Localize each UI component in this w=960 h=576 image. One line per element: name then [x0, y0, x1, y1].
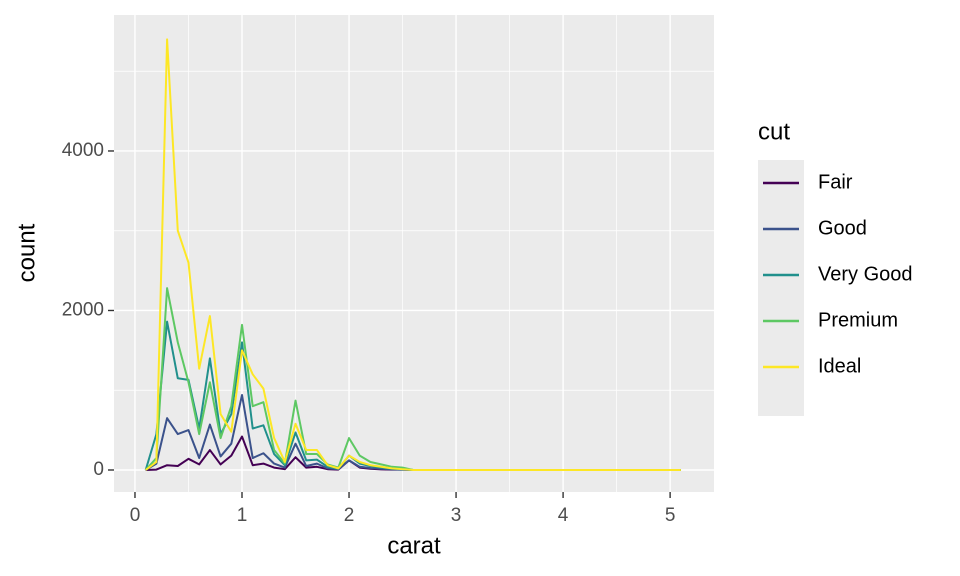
x-axis-title: carat	[387, 532, 441, 559]
lines	[144, 38, 681, 471]
series-line	[145, 38, 681, 471]
legend-label: Premium	[818, 309, 898, 331]
legend-label: Ideal	[818, 355, 861, 377]
y-tick-label: 2000	[62, 299, 104, 320]
legend: Fair Good Very Good Premium Ideal	[763, 171, 913, 377]
legend-title: cut	[758, 118, 790, 145]
x-tick-label: 0	[130, 505, 141, 526]
x-tick-label: 2	[344, 505, 355, 526]
x-tick-label: 4	[558, 505, 569, 526]
x-tick-label: 3	[451, 505, 462, 526]
legend-label: Good	[818, 217, 867, 239]
legend-label: Fair	[818, 171, 853, 193]
y-tick-label: 0	[93, 459, 104, 480]
panel	[114, 15, 714, 492]
x-tick-label: 1	[237, 505, 248, 526]
y-axis-title: count	[13, 223, 40, 282]
legend-label: Very Good	[818, 263, 913, 285]
legend-keys	[758, 160, 804, 416]
y-tick-label: 4000	[62, 140, 104, 161]
x-tick-label: 5	[665, 505, 676, 526]
